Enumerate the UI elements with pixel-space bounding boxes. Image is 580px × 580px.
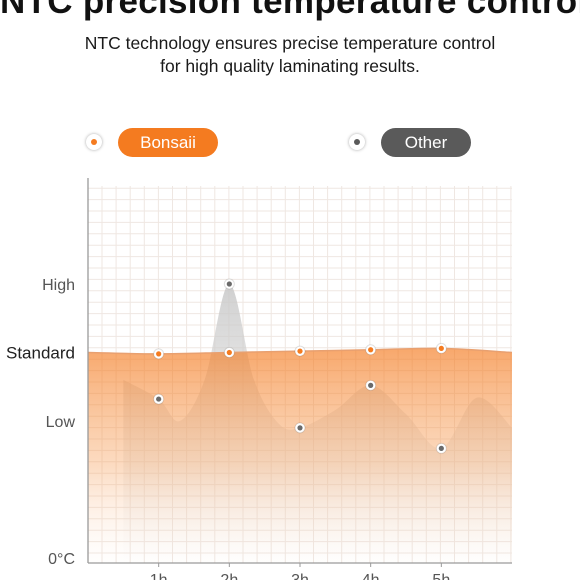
point-dot-other-1 bbox=[156, 396, 162, 402]
chart-markers bbox=[153, 278, 447, 454]
legend-item-bonsaii[interactable]: Bonsaii bbox=[86, 128, 221, 158]
series-area-bonsaii bbox=[88, 348, 512, 563]
x-tick-label-2h: 2h bbox=[220, 572, 238, 580]
point-dot-bonsaii-3 bbox=[297, 348, 303, 354]
legend-label-bonsaii: Bonsaii bbox=[118, 128, 218, 157]
page-title: NTC precision temperature control bbox=[0, 0, 580, 21]
x-tick-label-3h: 3h bbox=[291, 572, 309, 580]
point-dot-other-5 bbox=[438, 445, 444, 451]
y-tick-label-high: High bbox=[42, 277, 75, 294]
point-dot-other-3 bbox=[297, 425, 303, 431]
x-tick-label-1h: 1h bbox=[150, 572, 168, 580]
subtitle-line-1: NTC technology ensures precise temperatu… bbox=[84, 33, 496, 53]
y-tick-label-standard: Standard bbox=[6, 344, 75, 363]
legend-marker-bonsaii-icon bbox=[86, 134, 102, 150]
legend-marker-other-icon bbox=[349, 134, 365, 150]
y-tick-label-low: Low bbox=[46, 414, 76, 431]
chart-tick-labels: 0°C Low Standard High 1h 2h 3h 4h 5h bbox=[6, 277, 450, 580]
point-dot-bonsaii-4 bbox=[368, 347, 374, 353]
point-dot-other-2 bbox=[226, 281, 232, 287]
legend-item-other[interactable]: Other bbox=[349, 128, 474, 158]
subtitle-line-2: for high quality laminating results. bbox=[160, 56, 420, 76]
chart-areas bbox=[87, 284, 513, 563]
x-tick-label-5h: 5h bbox=[432, 572, 450, 580]
point-dot-other-4 bbox=[368, 382, 374, 388]
y-tick-label-0c: 0°C bbox=[48, 551, 75, 568]
point-dot-bonsaii-2 bbox=[226, 349, 232, 356]
point-dot-bonsaii-1 bbox=[156, 351, 162, 357]
x-tick-label-4h: 4h bbox=[362, 572, 380, 580]
point-dot-bonsaii-5 bbox=[438, 345, 444, 351]
legend-label-other: Other bbox=[381, 128, 471, 157]
